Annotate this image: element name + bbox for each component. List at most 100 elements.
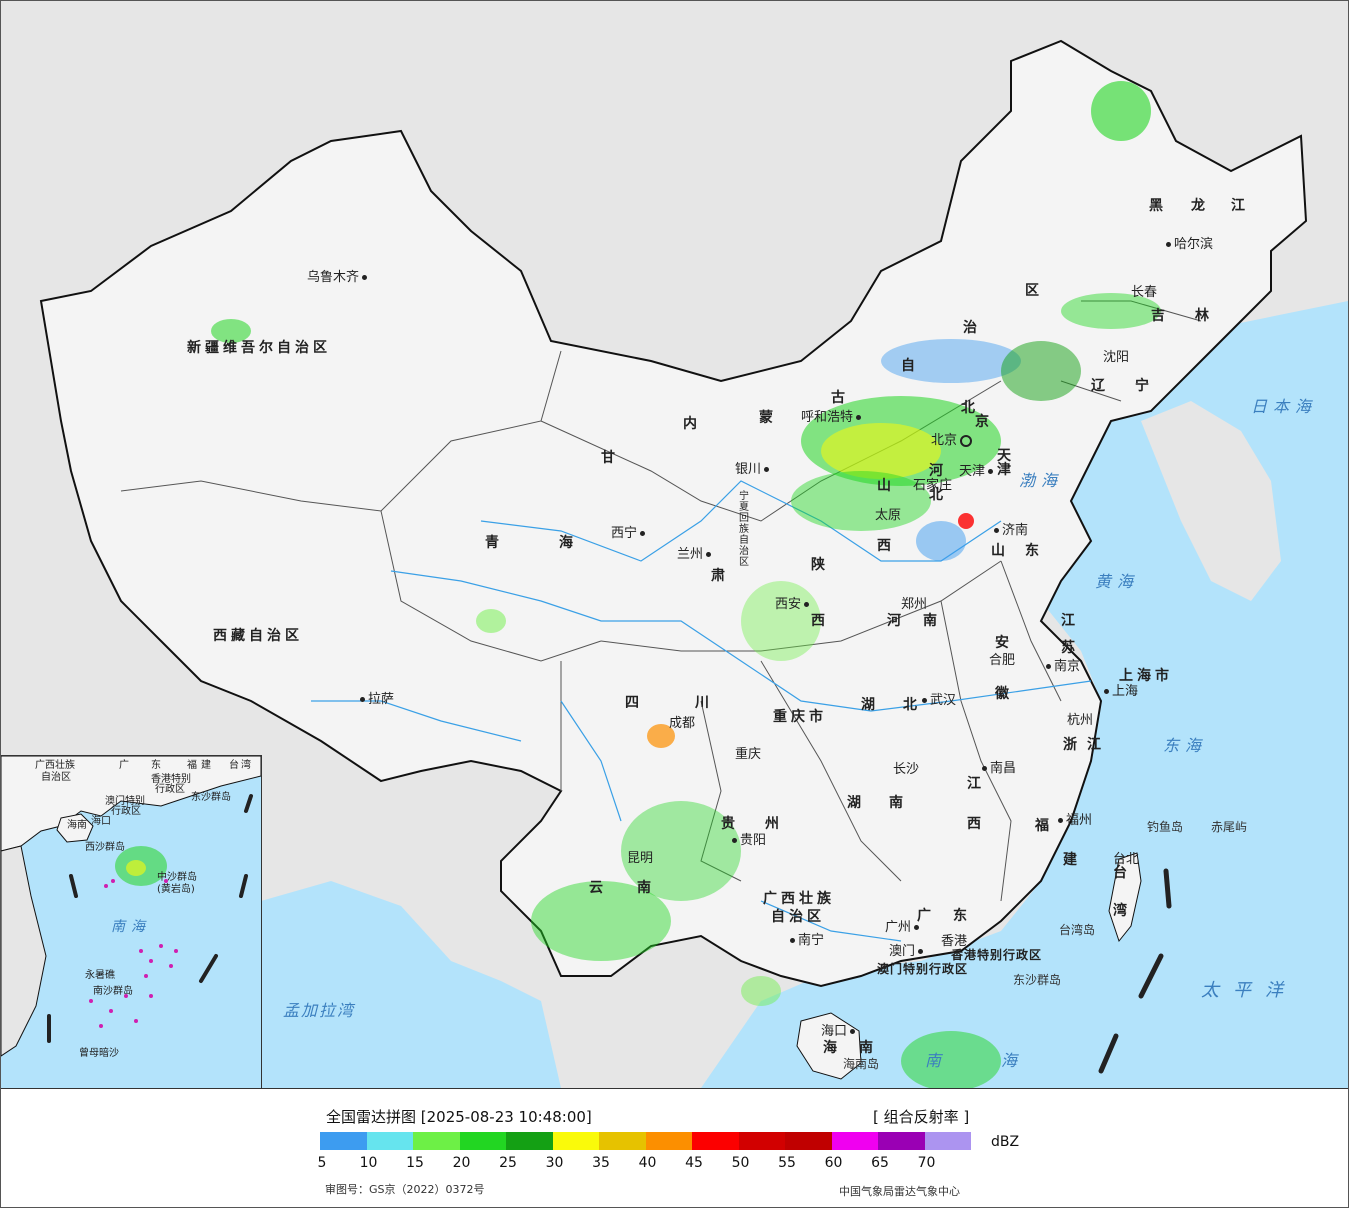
- province-zhejiang-2: 江: [1087, 737, 1105, 753]
- province-tianjin-2: 津: [997, 462, 1015, 478]
- city-nanning[interactable]: 南宁: [787, 934, 824, 948]
- inset-canvas: [1, 756, 261, 1057]
- city-dot: [1046, 664, 1051, 669]
- province-beijing-2: 京: [975, 414, 993, 430]
- inset-label-haikou: 海口: [91, 816, 111, 827]
- city-zhengzhou[interactable]: 郑州: [901, 597, 928, 612]
- color-scale-bar: [320, 1132, 971, 1150]
- city-shenyang[interactable]: 沈阳: [1103, 350, 1130, 365]
- sea-yellow: 黄海: [1095, 572, 1140, 591]
- province-hebei-1: 河: [929, 463, 947, 479]
- province-shaanxi-2: 西: [811, 613, 829, 629]
- city-haikou[interactable]: 海口: [821, 1025, 858, 1039]
- color-scale-cell: [831, 1132, 878, 1150]
- color-scale-tick-label: 55: [778, 1155, 796, 1171]
- province-liaoning-2: 宁: [1135, 378, 1153, 394]
- province-guangdong-1: 广: [917, 908, 935, 924]
- city-hangzhou[interactable]: 杭州: [1067, 713, 1094, 728]
- city-macau[interactable]: 澳门: [889, 945, 926, 959]
- inset-label-guangxi-2: 自治区: [41, 772, 71, 783]
- city-dot: [994, 528, 999, 533]
- province-tibet: 西藏自治区: [213, 628, 303, 644]
- inset-sea-label: 南海: [111, 919, 151, 935]
- province-shandong-1: 山: [991, 543, 1009, 559]
- rivers: [311, 480, 1092, 942]
- inset-label-guangdong-2: 东: [151, 760, 161, 771]
- island-taiwan: 台湾岛: [1059, 923, 1096, 937]
- inset-label-nansha: 南沙群岛: [93, 986, 133, 997]
- province-jiangxi-2: 西: [967, 816, 985, 832]
- inset-mainland: [1, 756, 261, 852]
- legend-unit: dBZ: [991, 1134, 1020, 1150]
- inset-label-dongsha: 东沙群岛: [191, 792, 231, 803]
- inset-label-xisha: 西沙群岛: [85, 842, 125, 853]
- city-taiyuan[interactable]: 太原: [875, 508, 902, 523]
- province-heilongjiang-1: 黑: [1149, 198, 1167, 214]
- city-guiyang[interactable]: 贵阳: [729, 834, 766, 848]
- south-china-sea-inset[interactable]: 广西壮族 自治区 广 东 福 建 台 湾 香港特别 行政区 澳门特别 行政区 东…: [1, 755, 262, 1088]
- color-scale-cell: [738, 1132, 785, 1150]
- city-nanchang[interactable]: 南昌: [979, 762, 1016, 776]
- city-xian[interactable]: 西安: [775, 598, 812, 612]
- island-diaoyu: 钓鱼岛: [1147, 820, 1184, 834]
- province-qinghai-2: 海: [559, 535, 577, 551]
- province-neimenggu-4: 自: [901, 358, 919, 374]
- inset-echo-core: [126, 860, 146, 876]
- city-shijiazhuang[interactable]: 石家庄: [913, 478, 953, 493]
- city-hefei[interactable]: 合肥: [989, 653, 1016, 668]
- city-jinan[interactable]: 济南: [991, 524, 1028, 538]
- province-chongqing: 重庆市: [773, 709, 827, 725]
- color-scale-cell: [320, 1132, 367, 1150]
- city-urumqi[interactable]: 乌鲁木齐: [307, 271, 370, 285]
- province-ningxia: 宁夏回族自治区: [739, 491, 749, 568]
- bay-of-bengal-area: [261, 881, 561, 1088]
- color-scale-tick-label: 45: [685, 1155, 703, 1171]
- city-kunming[interactable]: 昆明: [627, 851, 654, 866]
- inset-label-guangdong-1: 广: [119, 760, 129, 771]
- china-outline: [39, 39, 1308, 988]
- province-gansu-1: 甘: [601, 450, 619, 466]
- city-tianjin[interactable]: 天津: [959, 465, 996, 479]
- province-jiangsu-1: 江: [1061, 613, 1079, 629]
- inset-label-fujian-1: 福: [187, 760, 197, 771]
- city-shanghai[interactable]: 上海: [1101, 685, 1138, 699]
- city-hohhot[interactable]: 呼和浩特: [801, 411, 864, 425]
- inset-label-macau-1: 澳门特别: [105, 796, 145, 807]
- city-lhasa[interactable]: 拉萨: [357, 693, 394, 707]
- city-chongqing[interactable]: 重庆: [735, 747, 762, 762]
- city-wuhan[interactable]: 武汉: [919, 694, 956, 708]
- city-taipei[interactable]: 台北: [1113, 852, 1140, 867]
- city-nanjing[interactable]: 南京: [1043, 660, 1080, 674]
- province-neimenggu-6: 区: [1025, 283, 1043, 299]
- issuing-organization: 中国气象局雷达气象中心: [839, 1185, 960, 1198]
- province-neimenggu-5: 治: [963, 320, 981, 336]
- province-xinjiang: 新疆维吾尔自治区: [187, 340, 331, 356]
- city-beijing[interactable]: 北京: [931, 434, 973, 448]
- city-chengdu[interactable]: 成都: [669, 716, 696, 731]
- city-dot: [856, 415, 862, 420]
- inset-label-huangyan: (黄岩岛): [157, 884, 195, 895]
- city-fuzhou[interactable]: 福州: [1055, 814, 1092, 828]
- city-lanzhou[interactable]: 兰州: [677, 548, 714, 562]
- province-hainan-1: 海: [823, 1040, 841, 1056]
- city-yinchuan[interactable]: 银川: [735, 463, 772, 477]
- province-jilin-2: 林: [1195, 308, 1213, 324]
- city-guangzhou[interactable]: 广州: [885, 921, 922, 935]
- radar-map[interactable]: 新疆维吾尔自治区 西藏自治区 青 海 甘 肃 内 蒙 古 自 治 区 黑 龙 江…: [1, 1, 1348, 1089]
- province-guangdong-2: 东: [953, 908, 971, 924]
- inset-label-hainan: 海南: [67, 820, 87, 831]
- city-dot: [360, 697, 365, 702]
- province-neimenggu-1: 内: [683, 416, 701, 432]
- city-harbin[interactable]: 哈尔滨: [1163, 238, 1213, 252]
- province-guangxi-2: 自治区: [771, 909, 825, 925]
- city-dot: [982, 766, 987, 771]
- province-jiangxi-1: 江: [967, 776, 985, 792]
- city-hongkong[interactable]: 香港: [941, 934, 968, 949]
- city-changsha[interactable]: 长沙: [893, 762, 920, 777]
- city-dot: [640, 531, 646, 536]
- city-changchun[interactable]: 长春: [1131, 285, 1158, 300]
- province-shanxi-2: 西: [877, 538, 895, 554]
- color-scale-tick-label: 30: [545, 1155, 564, 1171]
- province-hunan-1: 湖: [847, 795, 865, 811]
- city-xining[interactable]: 西宁: [611, 527, 648, 541]
